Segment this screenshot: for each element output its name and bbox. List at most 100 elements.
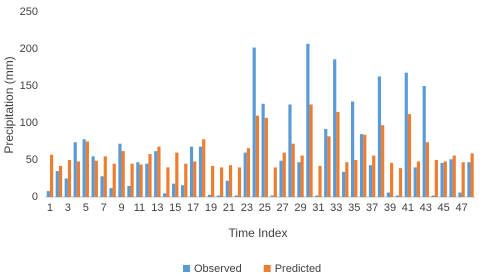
x-tick-label: 39 (384, 202, 396, 214)
x-tick-label: 45 (438, 202, 450, 214)
bar (458, 192, 462, 197)
x-tick-label: 25 (259, 202, 271, 214)
bar (145, 163, 149, 197)
bar (46, 191, 50, 197)
bar (377, 76, 382, 197)
bar (184, 163, 188, 197)
bar (413, 167, 417, 197)
bar (324, 128, 328, 197)
x-tick-label: 13 (151, 202, 163, 214)
x-axis-title: Time Index (229, 226, 288, 240)
bar (264, 117, 268, 197)
bar (336, 111, 340, 197)
bar (175, 152, 179, 197)
legend-swatch (183, 265, 190, 272)
bar (148, 154, 152, 197)
bar (228, 165, 233, 197)
bar (216, 195, 220, 197)
bar (449, 159, 453, 197)
bar (252, 47, 256, 197)
x-tick-label: 11 (134, 202, 145, 214)
bar (234, 195, 238, 197)
bar (157, 146, 161, 197)
legend-label: Predicted (275, 263, 321, 275)
x-tick-label: 1 (47, 202, 53, 214)
bar (461, 162, 465, 197)
bar (443, 161, 447, 197)
bar (225, 180, 229, 197)
bar (395, 195, 399, 197)
bar (139, 164, 143, 197)
bar (291, 143, 295, 197)
y-tick-label: 0 (32, 191, 38, 203)
y-tick-label: 250 (20, 6, 38, 18)
bar (333, 59, 337, 197)
bar (219, 167, 224, 197)
bar (207, 194, 212, 197)
bar (470, 153, 474, 197)
bar (180, 185, 185, 197)
bar (189, 146, 194, 197)
bar (309, 104, 313, 197)
bar (354, 160, 358, 197)
bar (130, 163, 134, 197)
bar (163, 193, 167, 197)
x-tick-label: 27 (276, 202, 288, 214)
x-tick-label: 17 (187, 202, 199, 214)
x-tick-label: 47 (455, 202, 467, 214)
bar (100, 176, 104, 197)
bar (237, 167, 242, 197)
bar (327, 136, 331, 197)
bar (389, 162, 394, 197)
y-axis-title: Precipitation (mm) (2, 56, 16, 153)
bar (368, 165, 373, 197)
bar (398, 168, 403, 197)
bar (243, 152, 247, 197)
bar (112, 163, 116, 197)
x-tick-label: 5 (83, 202, 89, 214)
y-tick-label: 100 (20, 117, 38, 129)
bar (318, 165, 322, 197)
bar (381, 125, 385, 197)
bar (73, 142, 77, 197)
bar (76, 161, 81, 197)
bar (440, 162, 444, 197)
y-tick-label: 50 (26, 154, 38, 166)
bar (198, 146, 203, 197)
x-tick-label: 9 (118, 202, 124, 214)
bar (202, 139, 206, 197)
bar (279, 160, 283, 197)
bar (136, 162, 140, 197)
bar (342, 171, 346, 197)
x-tick-label: 43 (420, 202, 432, 214)
bar (288, 104, 292, 197)
bar (404, 72, 408, 197)
x-tick-label: 37 (366, 202, 378, 214)
bar (467, 162, 471, 197)
x-tick-label: 35 (348, 202, 360, 214)
x-tick-label: 3 (65, 202, 71, 214)
bar (359, 134, 364, 197)
x-tick-label: 21 (223, 202, 235, 214)
bar (300, 155, 304, 197)
bar (452, 155, 456, 197)
bar (67, 160, 72, 197)
bar (127, 185, 131, 197)
bar (422, 86, 426, 197)
bar (154, 151, 158, 197)
bar (118, 143, 122, 197)
x-tick-label: 31 (312, 202, 324, 214)
bar (103, 156, 107, 197)
bar (270, 195, 274, 197)
bar (109, 188, 113, 197)
x-tick-label: 29 (294, 202, 306, 214)
bar (416, 161, 421, 197)
x-tick-label: 41 (402, 202, 414, 214)
bar (64, 178, 68, 197)
bar (273, 167, 277, 197)
bar (166, 167, 170, 197)
bar (363, 134, 367, 197)
bar (55, 171, 59, 197)
y-tick-label: 150 (20, 80, 38, 92)
